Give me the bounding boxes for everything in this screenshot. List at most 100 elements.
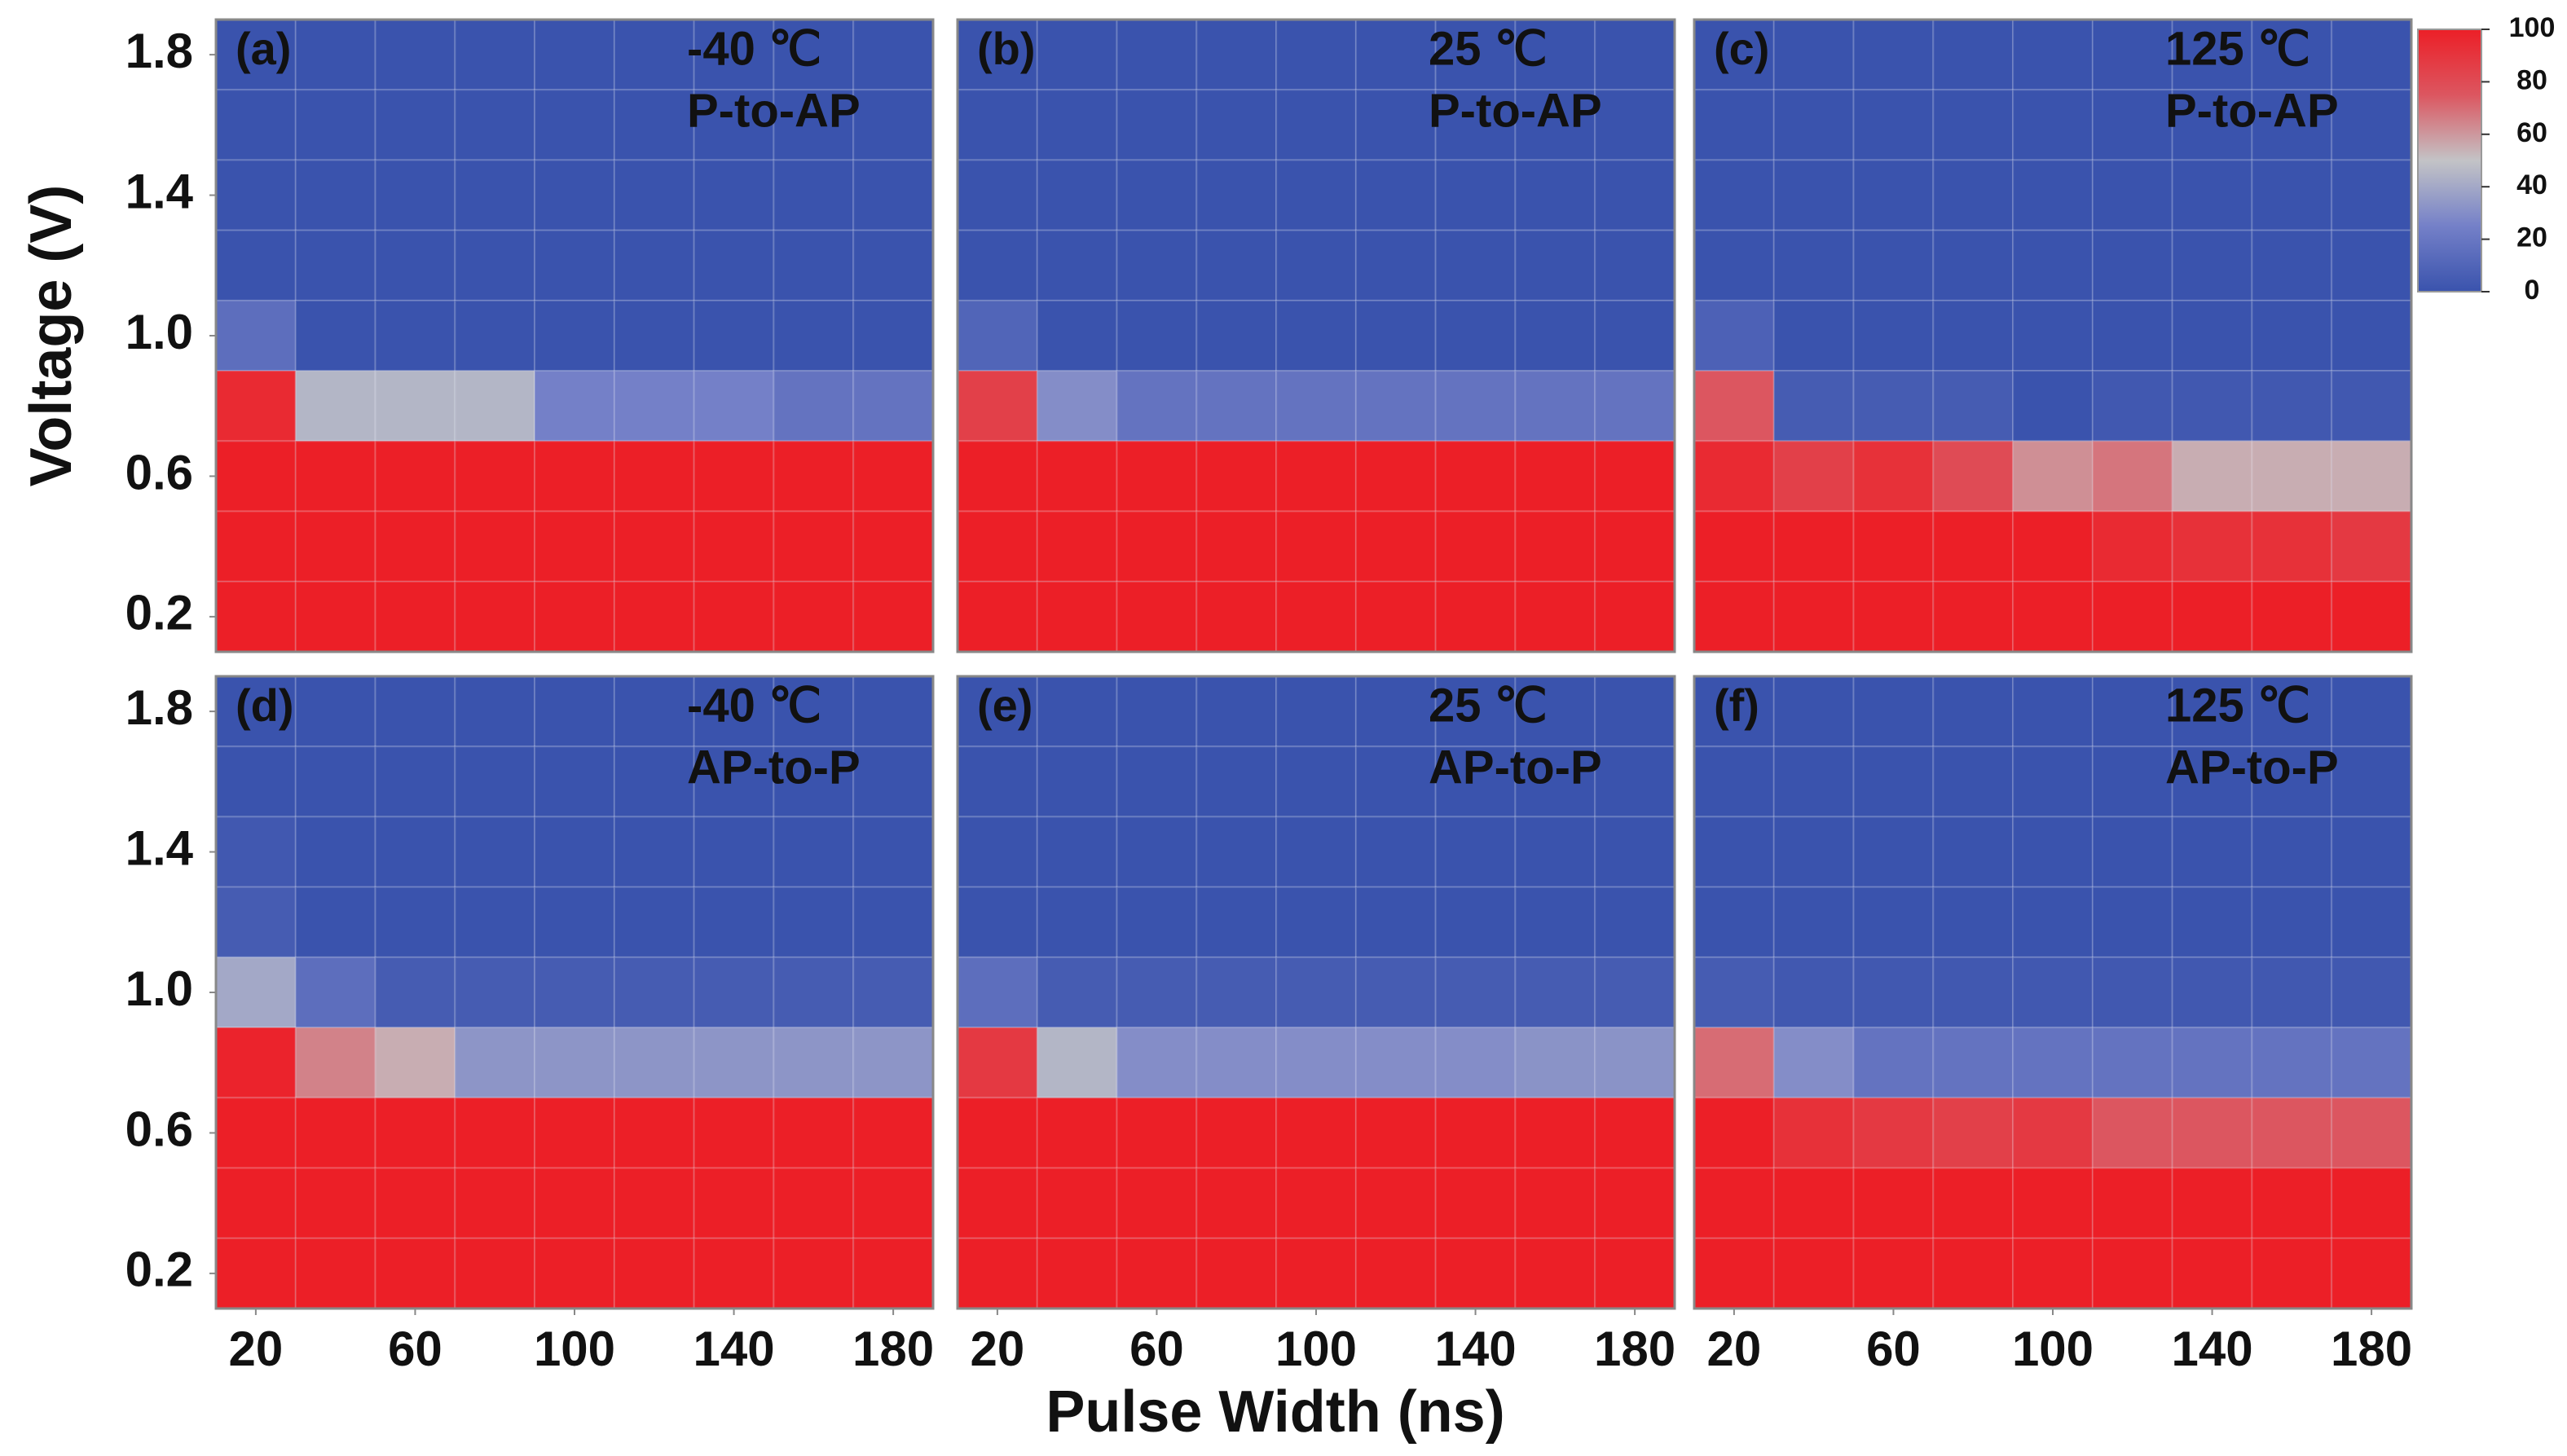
heat-cell [1514, 816, 1596, 888]
heat-cell [2331, 89, 2412, 161]
heat-cell [2331, 370, 2412, 442]
heat-cell [1195, 1237, 1278, 1310]
heat-cell [1594, 159, 1675, 231]
heat-cell [215, 510, 297, 583]
heat-cell [374, 1167, 456, 1239]
heat-cell [534, 816, 615, 888]
colorbar-tick-label: 60 [2516, 117, 2547, 148]
heat-cell [1693, 440, 1775, 512]
heat-cell [1772, 816, 1855, 888]
heat-cell [1772, 440, 1855, 512]
heat-cell [1434, 299, 1517, 372]
heat-cell [1693, 299, 1775, 372]
heat-cell [1195, 19, 1278, 91]
heat-cell [1852, 1027, 1935, 1099]
heat-cell [613, 159, 695, 231]
heat-cell [2331, 746, 2412, 818]
heat-cell [534, 440, 615, 512]
heat-cell [2012, 956, 2094, 1029]
heat-cell [2091, 1237, 2173, 1310]
heat-cell [1693, 370, 1775, 442]
heat-cell [2091, 580, 2173, 653]
heat-cell [1594, 580, 1675, 653]
heat-cell [374, 1237, 456, 1310]
heat-cell [2091, 746, 2173, 818]
heat-cell [374, 440, 456, 512]
heat-cell [852, 1097, 934, 1169]
heat-cell [1514, 440, 1596, 512]
heat-cell [294, 956, 376, 1029]
heat-cell [1195, 440, 1278, 512]
heat-cell [1116, 299, 1198, 372]
heat-cell [2091, 956, 2173, 1029]
heat-cell [1036, 580, 1118, 653]
heat-cell [1434, 1097, 1517, 1169]
heat-cell [374, 229, 456, 301]
heat-cell [1693, 159, 1775, 231]
heat-cell [1195, 816, 1278, 888]
heat-cell [2091, 816, 2173, 888]
panel-temperature: -40 ℃ [687, 22, 821, 75]
heat-cell [852, 580, 934, 653]
heat-cell [454, 816, 536, 888]
heat-cell [1116, 956, 1198, 1029]
heat-cell [2251, 370, 2333, 442]
heat-cell [693, 440, 775, 512]
heat-cell [957, 746, 1038, 818]
heat-cell [2171, 1027, 2253, 1099]
heat-cell [534, 746, 615, 818]
heat-cell [1434, 1167, 1517, 1239]
y-axis-label: Voltage (V) [19, 185, 84, 487]
heat-cell [1693, 1027, 1775, 1099]
heat-cell [2171, 886, 2253, 958]
heat-cell [1932, 510, 2014, 583]
heat-cell [773, 1237, 855, 1310]
heat-cell [1275, 956, 1357, 1029]
panel-temperature: 25 ℃ [1429, 679, 1548, 732]
heat-cell [613, 440, 695, 512]
heat-cell [1434, 886, 1517, 958]
heat-cell [693, 510, 775, 583]
heat-cell [215, 1237, 297, 1310]
heat-cell [1116, 370, 1198, 442]
heat-cell [1275, 746, 1357, 818]
colorbar-tick-label: 80 [2516, 64, 2547, 95]
heat-cell [454, 510, 536, 583]
heat-cell [294, 886, 376, 958]
x-tick-label: 100 [2012, 1322, 2094, 1376]
heat-cell [1434, 816, 1517, 888]
heat-cell [2251, 89, 2333, 161]
heat-cell [1116, 159, 1198, 231]
heat-cell [1036, 675, 1118, 748]
colorbar [2417, 29, 2482, 293]
heat-cell [773, 886, 855, 958]
heat-cell [2171, 816, 2253, 888]
heat-cell [957, 440, 1038, 512]
heat-cell [374, 580, 456, 653]
heat-cell [1195, 370, 1278, 442]
panel-label: (f) [1714, 680, 1759, 731]
heat-cell [2091, 675, 2173, 748]
heat-cell [2012, 1027, 2094, 1099]
heat-cell [1195, 746, 1278, 818]
heat-cell [215, 816, 297, 888]
heat-cell [1514, 1237, 1596, 1310]
heat-cell [454, 675, 536, 748]
heat-cell [2171, 89, 2253, 161]
heat-cell [1594, 956, 1675, 1029]
heat-cell [2091, 1027, 2173, 1099]
heat-cell [852, 440, 934, 512]
heat-cell [1036, 1167, 1118, 1239]
heat-cell [1852, 1167, 1935, 1239]
heat-cell [693, 816, 775, 888]
heat-cell [2171, 1237, 2253, 1310]
heat-cell [1594, 746, 1675, 818]
heat-cell [2251, 580, 2333, 653]
heat-cell [1195, 510, 1278, 583]
heat-cell [1594, 1237, 1675, 1310]
heat-cell [2171, 746, 2253, 818]
heat-cell [1434, 159, 1517, 231]
heat-cell [1275, 580, 1357, 653]
heat-cell [1434, 229, 1517, 301]
heat-cell [2091, 299, 2173, 372]
